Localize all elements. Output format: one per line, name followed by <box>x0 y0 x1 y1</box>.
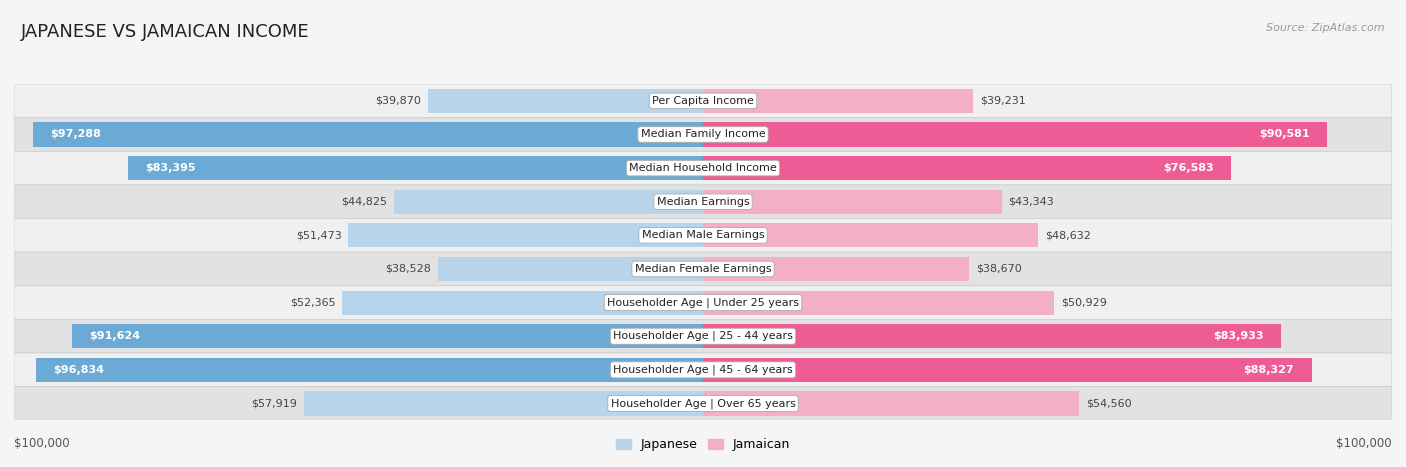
Text: Source: ZipAtlas.com: Source: ZipAtlas.com <box>1267 23 1385 33</box>
Bar <box>349 223 703 248</box>
Bar <box>703 358 1312 382</box>
Bar <box>703 290 1054 315</box>
Bar <box>703 391 1078 416</box>
FancyBboxPatch shape <box>14 252 1392 286</box>
Text: Householder Age | Over 65 years: Householder Age | Over 65 years <box>610 398 796 409</box>
Text: $83,395: $83,395 <box>146 163 197 173</box>
Bar <box>128 156 703 180</box>
Bar <box>703 89 973 113</box>
FancyBboxPatch shape <box>14 151 1392 185</box>
Bar <box>437 257 703 281</box>
Bar <box>703 190 1001 214</box>
Text: $57,919: $57,919 <box>252 398 297 409</box>
FancyBboxPatch shape <box>14 84 1392 118</box>
Bar <box>304 391 703 416</box>
FancyBboxPatch shape <box>14 286 1392 319</box>
Bar <box>703 156 1230 180</box>
Text: $83,933: $83,933 <box>1213 331 1264 341</box>
Bar <box>37 358 703 382</box>
Text: $96,834: $96,834 <box>53 365 104 375</box>
Text: $43,343: $43,343 <box>1008 197 1054 207</box>
FancyBboxPatch shape <box>14 219 1392 252</box>
Text: $39,231: $39,231 <box>980 96 1026 106</box>
Text: $50,929: $50,929 <box>1060 297 1107 308</box>
FancyBboxPatch shape <box>14 387 1392 420</box>
Text: Median Male Earnings: Median Male Earnings <box>641 230 765 241</box>
Text: $88,327: $88,327 <box>1244 365 1295 375</box>
Text: Median Female Earnings: Median Female Earnings <box>634 264 772 274</box>
Bar <box>72 324 703 348</box>
Text: Median Family Income: Median Family Income <box>641 129 765 140</box>
Text: $38,528: $38,528 <box>385 264 430 274</box>
Text: Per Capita Income: Per Capita Income <box>652 96 754 106</box>
Text: $91,624: $91,624 <box>89 331 141 341</box>
Text: $76,583: $76,583 <box>1163 163 1213 173</box>
Bar <box>703 223 1038 248</box>
Bar <box>429 89 703 113</box>
FancyBboxPatch shape <box>14 185 1392 219</box>
Bar <box>32 122 703 147</box>
Bar <box>703 324 1281 348</box>
FancyBboxPatch shape <box>14 118 1392 151</box>
Bar <box>703 257 969 281</box>
Text: Median Earnings: Median Earnings <box>657 197 749 207</box>
Text: Householder Age | Under 25 years: Householder Age | Under 25 years <box>607 297 799 308</box>
Bar <box>394 190 703 214</box>
Text: Householder Age | 45 - 64 years: Householder Age | 45 - 64 years <box>613 365 793 375</box>
FancyBboxPatch shape <box>14 319 1392 353</box>
Legend: Japanese, Jamaican: Japanese, Jamaican <box>610 433 796 456</box>
Text: $54,560: $54,560 <box>1085 398 1132 409</box>
Text: $90,581: $90,581 <box>1260 129 1310 140</box>
Bar <box>703 122 1327 147</box>
Text: $100,000: $100,000 <box>1336 437 1392 450</box>
Text: $51,473: $51,473 <box>295 230 342 241</box>
Text: $52,365: $52,365 <box>290 297 336 308</box>
FancyBboxPatch shape <box>14 353 1392 387</box>
Text: $44,825: $44,825 <box>342 197 387 207</box>
Text: $100,000: $100,000 <box>14 437 70 450</box>
Text: $38,670: $38,670 <box>976 264 1022 274</box>
Text: Householder Age | 25 - 44 years: Householder Age | 25 - 44 years <box>613 331 793 341</box>
Text: $39,870: $39,870 <box>375 96 422 106</box>
Text: JAPANESE VS JAMAICAN INCOME: JAPANESE VS JAMAICAN INCOME <box>21 23 309 42</box>
Text: $97,288: $97,288 <box>51 129 101 140</box>
Text: $48,632: $48,632 <box>1045 230 1091 241</box>
Text: Median Household Income: Median Household Income <box>628 163 778 173</box>
Bar <box>342 290 703 315</box>
